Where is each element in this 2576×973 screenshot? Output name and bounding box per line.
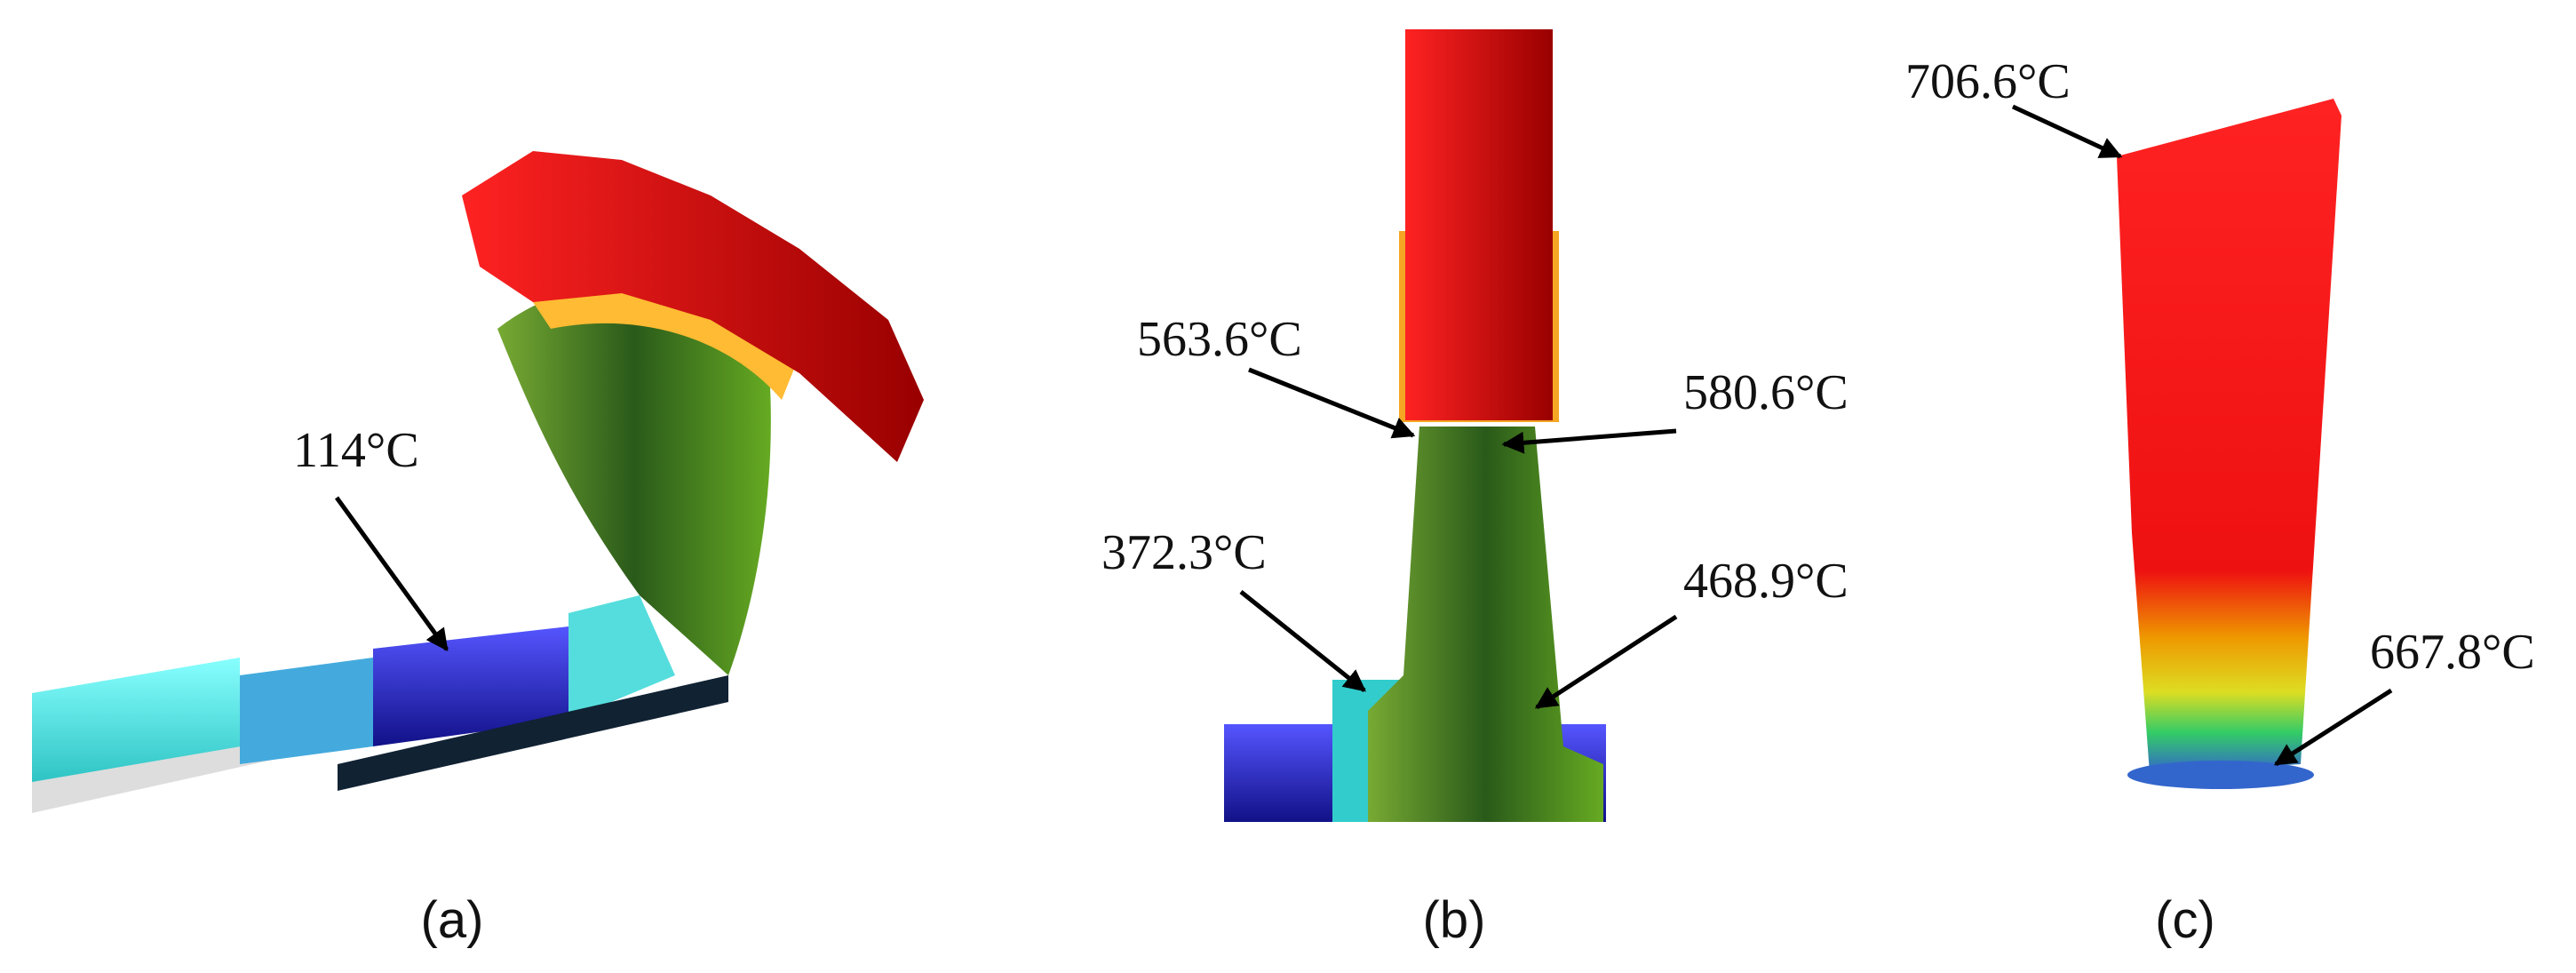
temperature-label: 563.6°C xyxy=(1137,312,1302,367)
panel-b xyxy=(1224,29,1606,822)
temperature-label: 706.6°C xyxy=(1905,54,2071,109)
arrow xyxy=(2273,688,2393,767)
shaft-segment xyxy=(568,595,675,720)
shaft-segment xyxy=(240,658,373,764)
arrow xyxy=(1501,428,1677,454)
blades xyxy=(462,151,924,462)
blade xyxy=(1405,29,1553,420)
panel-a xyxy=(32,151,924,813)
disk xyxy=(497,284,771,675)
temperature-label: 114°C xyxy=(293,423,419,478)
arrow xyxy=(2011,104,2123,159)
temperature-label: 667.8°C xyxy=(2370,625,2535,680)
shaft-base xyxy=(338,675,728,791)
arrow xyxy=(1248,367,1416,439)
blade-root xyxy=(2127,761,2314,789)
blade xyxy=(2117,99,2341,773)
panel-label: (c) xyxy=(2155,891,2215,949)
panel-c xyxy=(2117,99,2341,789)
disk xyxy=(1368,427,1603,822)
arrow xyxy=(334,496,449,652)
temperature-label: 580.6°C xyxy=(1683,365,1849,420)
shaft-core xyxy=(32,738,293,813)
temperature-label: 372.3°C xyxy=(1101,525,1267,580)
temperature-label: 468.9°C xyxy=(1683,554,1849,609)
panel-label: (a) xyxy=(421,891,484,949)
panel-label: (b) xyxy=(1423,891,1486,949)
arrow xyxy=(1534,614,1678,710)
arrow xyxy=(1239,590,1366,692)
shaft-segment xyxy=(373,626,568,746)
